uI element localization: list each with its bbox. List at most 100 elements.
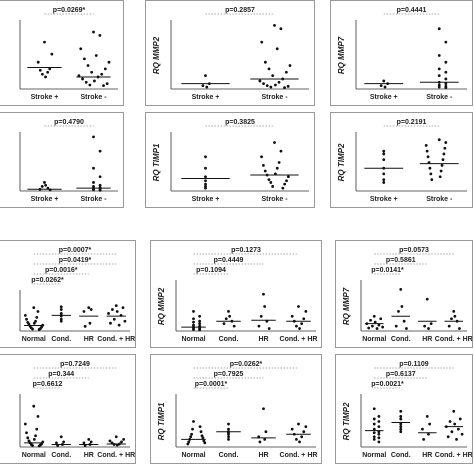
data-point (92, 181, 95, 184)
data-point (102, 84, 105, 88)
data-point (372, 422, 376, 426)
x-tick-label: Cond. + HR (435, 452, 473, 459)
data-point (382, 172, 386, 176)
data-point (204, 155, 207, 159)
data-point (59, 435, 63, 439)
data-point (429, 172, 433, 176)
data-point (107, 312, 110, 315)
data-point (290, 314, 294, 318)
data-point (383, 85, 387, 89)
data-point (228, 314, 232, 318)
data-point (115, 310, 119, 313)
p-value: p=0.0419* (59, 257, 92, 264)
p-value: p=0.4790 (54, 119, 84, 126)
p-value: p=0.0141* (371, 267, 404, 274)
data-point (204, 74, 207, 77)
panel-frame (330, 112, 473, 208)
data-point (295, 324, 298, 328)
data-point (111, 308, 114, 311)
data-point (458, 327, 461, 330)
data-point (192, 323, 195, 327)
data-point (59, 319, 63, 323)
data-point (452, 409, 456, 413)
p-value: p=0.7249 (60, 361, 90, 368)
data-point (277, 161, 281, 164)
data-point (372, 431, 376, 435)
data-point (108, 439, 112, 443)
data-point (444, 70, 448, 74)
data-point (259, 314, 263, 318)
data-point (262, 163, 265, 167)
data-point (94, 54, 98, 57)
data-point (264, 430, 268, 434)
data-point (277, 80, 281, 84)
data-point (227, 432, 230, 436)
data-point (98, 183, 102, 187)
data-point (32, 437, 36, 441)
x-tick-label: Stroke + (192, 94, 220, 101)
data-point (450, 430, 454, 434)
p-value: p=0.6612 (33, 381, 63, 388)
data-point (192, 317, 195, 321)
data-point (204, 182, 207, 186)
data-point (77, 74, 81, 77)
data-point (205, 85, 209, 89)
data-point (224, 317, 228, 321)
x-tick-label: Cond. + HR (97, 452, 135, 459)
x-tick-label: Cond. + HR (280, 452, 318, 459)
data-point (90, 70, 94, 74)
data-point (381, 325, 384, 329)
data-point (422, 437, 426, 441)
data-point (87, 306, 91, 309)
y-axis-label: RQ MMP7 (337, 36, 346, 74)
data-point (36, 310, 40, 313)
panel-frame (0, 240, 136, 348)
p-value: p=0.0016* (45, 267, 78, 274)
panel-frame (330, 0, 473, 106)
data-point (192, 328, 195, 331)
data-point (38, 68, 42, 72)
x-tick-label: HR (422, 336, 432, 343)
data-point (456, 427, 460, 431)
data-point (109, 321, 112, 325)
data-point (399, 425, 403, 428)
data-point (297, 422, 300, 426)
x-tick-label: Cond. (51, 336, 71, 343)
data-point (59, 305, 63, 309)
data-point (269, 85, 273, 89)
data-point (25, 317, 28, 321)
data-point (399, 409, 403, 413)
x-tick-label: Cond. (219, 452, 239, 459)
panel-frame (145, 0, 315, 106)
data-point (429, 322, 433, 326)
data-point (446, 435, 450, 439)
data-point (190, 432, 194, 436)
data-point (59, 312, 63, 315)
y-axis-label: RQ TIMP1 (157, 402, 166, 440)
data-point (84, 80, 88, 84)
data-point (86, 64, 90, 67)
data-point (399, 430, 403, 434)
data-point (265, 84, 269, 88)
data-point (444, 86, 448, 90)
data-point (36, 60, 40, 64)
data-point (81, 77, 84, 81)
data-point (48, 67, 52, 71)
x-tick-label: Stroke - (261, 94, 288, 101)
data-point (32, 321, 36, 325)
data-point (382, 181, 386, 184)
data-point (428, 422, 432, 426)
data-point (369, 318, 372, 322)
data-point (198, 322, 202, 326)
data-point (41, 72, 44, 76)
data-point (263, 169, 267, 173)
data-point (267, 327, 271, 330)
data-point (300, 322, 304, 326)
data-point (377, 432, 381, 436)
data-point (26, 436, 30, 440)
data-point (399, 415, 403, 418)
data-point (295, 437, 298, 441)
data-point (62, 440, 66, 444)
data-point (297, 305, 300, 308)
p-value: p=0.4449 (214, 257, 244, 264)
